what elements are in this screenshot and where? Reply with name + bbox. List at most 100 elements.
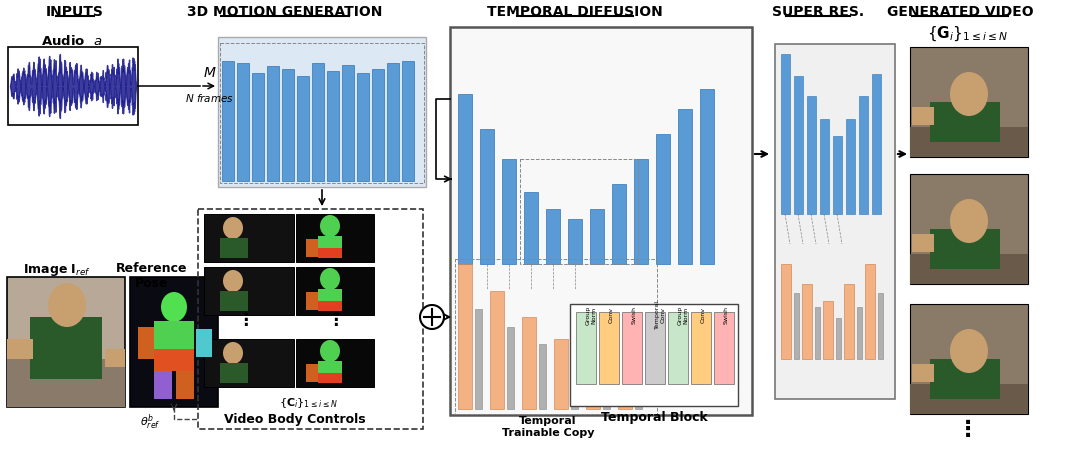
Bar <box>30 318 102 379</box>
Bar <box>318 373 342 383</box>
Bar <box>794 293 799 359</box>
Bar <box>912 235 934 253</box>
Ellipse shape <box>320 216 340 238</box>
Text: Audio  $a$: Audio $a$ <box>42 34 103 48</box>
Text: $N$ frames: $N$ frames <box>185 92 234 104</box>
Bar <box>775 45 895 399</box>
Text: $M$: $M$ <box>203 66 217 80</box>
Bar <box>645 312 664 384</box>
Bar <box>823 301 834 359</box>
Bar <box>221 62 234 182</box>
Bar <box>910 48 1028 158</box>
Text: INPUTS: INPUTS <box>46 5 104 19</box>
Bar <box>268 67 279 182</box>
Bar <box>282 70 294 182</box>
Bar <box>930 230 1000 269</box>
Text: $\{\mathbf{G}_i\}_{1\leq i\leq N}$: $\{\mathbf{G}_i\}_{1\leq i\leq N}$ <box>928 25 1009 43</box>
Bar <box>236 64 249 182</box>
Text: 3D MOTION GENERATION: 3D MOTION GENERATION <box>187 5 383 19</box>
Text: Group
Norm: Group Norm <box>678 305 689 324</box>
Text: ⋮: ⋮ <box>326 310 343 328</box>
Bar <box>318 236 342 254</box>
Bar <box>554 339 568 409</box>
Bar <box>327 72 339 182</box>
Bar <box>490 291 504 409</box>
Bar <box>844 285 854 359</box>
Bar <box>571 361 578 409</box>
Bar <box>859 97 868 215</box>
Bar <box>154 349 194 371</box>
Text: Swish: Swish <box>724 305 729 323</box>
Bar <box>218 38 426 188</box>
Bar <box>296 267 374 315</box>
Ellipse shape <box>950 199 988 244</box>
Bar <box>820 120 829 215</box>
Bar <box>220 363 248 383</box>
Text: Swish: Swish <box>632 305 637 323</box>
Bar <box>220 239 248 258</box>
Text: TEMPORAL DIFFUSION: TEMPORAL DIFFUSION <box>487 5 663 19</box>
Bar <box>656 135 670 264</box>
Bar <box>458 95 472 264</box>
Bar <box>781 55 790 215</box>
Ellipse shape <box>48 283 86 327</box>
Bar <box>802 285 812 359</box>
Text: Conv: Conv <box>701 306 706 322</box>
Bar <box>546 210 560 264</box>
Bar <box>872 75 881 215</box>
Bar <box>570 304 738 406</box>
Bar <box>612 184 626 264</box>
Text: Temporal
Trainable Copy: Temporal Trainable Copy <box>502 415 594 437</box>
Bar <box>318 290 342 307</box>
Bar <box>296 339 374 387</box>
Bar <box>154 321 194 349</box>
Bar <box>603 374 610 409</box>
Bar <box>450 28 752 415</box>
Bar <box>7 339 33 359</box>
Text: Group
Norm: Group Norm <box>586 305 597 324</box>
Bar <box>154 371 172 399</box>
Bar <box>668 312 688 384</box>
Bar <box>590 210 603 264</box>
Bar <box>930 359 1000 399</box>
Bar <box>297 77 309 182</box>
Bar <box>480 130 494 264</box>
Ellipse shape <box>320 268 340 290</box>
Circle shape <box>421 305 444 329</box>
Bar <box>312 64 324 182</box>
Bar <box>296 215 374 262</box>
Ellipse shape <box>160 292 187 322</box>
Bar <box>930 103 1000 143</box>
Bar <box>836 319 841 359</box>
Bar <box>7 48 138 126</box>
Bar <box>220 291 248 311</box>
Ellipse shape <box>950 329 988 373</box>
Bar <box>357 74 369 182</box>
Bar <box>524 193 538 264</box>
Bar <box>318 361 342 379</box>
Bar <box>253 74 264 182</box>
Bar <box>691 312 710 384</box>
Bar <box>857 307 862 359</box>
Bar <box>342 66 354 182</box>
Ellipse shape <box>320 340 340 362</box>
Bar <box>475 309 482 409</box>
Ellipse shape <box>223 342 243 364</box>
Bar <box>865 264 875 359</box>
Bar <box>175 371 194 399</box>
Bar <box>910 175 1028 285</box>
Text: Image $\mathbf{I}_{ref}$: Image $\mathbf{I}_{ref}$ <box>24 262 91 277</box>
Bar <box>204 339 294 387</box>
Bar <box>520 160 638 264</box>
Bar <box>196 329 212 357</box>
Bar <box>586 359 600 409</box>
Bar <box>635 361 642 409</box>
Bar <box>622 312 642 384</box>
Bar <box>318 249 342 258</box>
Bar <box>807 97 816 215</box>
Bar <box>568 220 582 264</box>
Bar <box>912 108 934 126</box>
Text: Temporal
Conv: Temporal Conv <box>655 300 666 329</box>
Bar <box>198 210 423 429</box>
Bar <box>318 301 342 311</box>
